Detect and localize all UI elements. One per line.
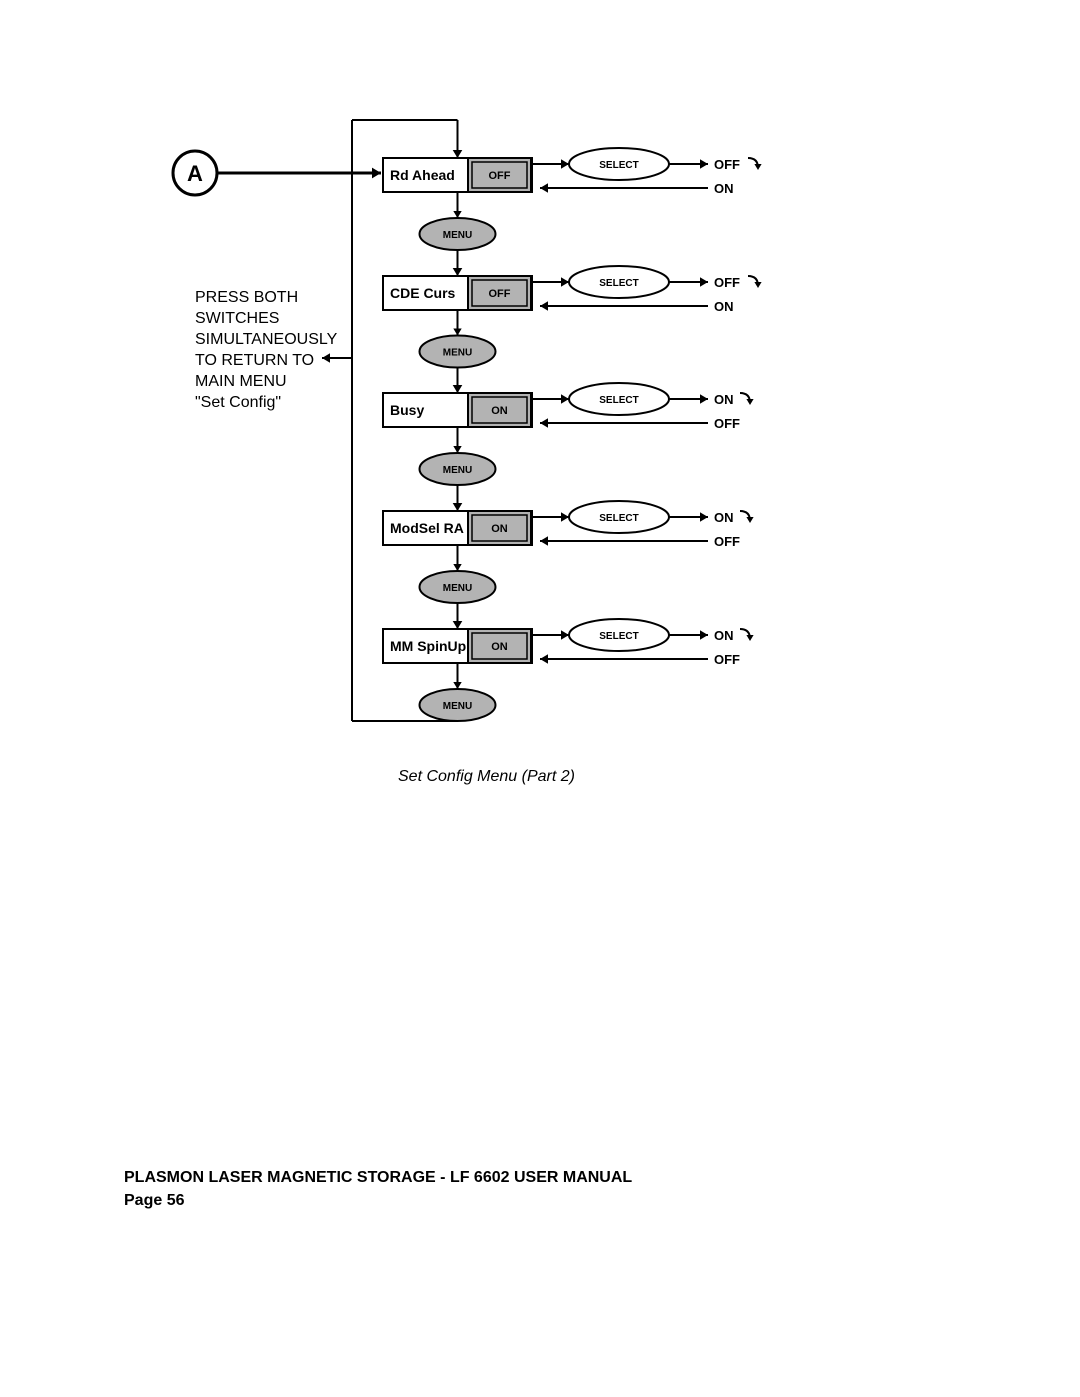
side-note-line: "Set Config"	[195, 394, 281, 411]
state-text: ON	[491, 523, 508, 535]
menu-oval-label: MENU	[443, 230, 472, 241]
toggle-top: OFF	[714, 157, 740, 172]
menu-label: Busy	[390, 402, 424, 418]
select-label: SELECT	[599, 513, 638, 524]
state-text: OFF	[489, 170, 511, 182]
menu-label: MM SpinUp	[390, 638, 466, 654]
config-item: CDE Curs OFF SELECT OFF ON MENU	[383, 266, 762, 393]
toggle-top: ON	[714, 510, 734, 525]
menu-label: CDE Curs	[390, 285, 456, 301]
toggle-top: ON	[714, 392, 734, 407]
menu-oval-label: MENU	[443, 583, 472, 594]
side-note-line: MAIN MENU	[195, 373, 287, 390]
select-label: SELECT	[599, 278, 638, 289]
connector-a: A	[173, 151, 381, 195]
menu-label: ModSel RA	[390, 520, 464, 536]
side-note-line: SIMULTANEOUSLY	[195, 331, 338, 348]
side-note: PRESS BOTH SWITCHES SIMULTANEOUSLY TO RETUR…	[195, 289, 352, 411]
menu-label: Rd Ahead	[390, 167, 455, 183]
config-item: Rd Ahead OFF SELECT OFF ON MENU	[383, 148, 762, 276]
connector-label: A	[187, 161, 203, 186]
menu-oval-label: MENU	[443, 348, 472, 359]
figure-caption: Set Config Menu (Part 2)	[398, 768, 575, 785]
side-note-line: TO RETURN TO	[195, 352, 314, 369]
select-label: SELECT	[599, 631, 638, 642]
toggle-top: OFF	[714, 275, 740, 290]
config-item: ModSel RA ON SELECT ON OFF MENU	[383, 501, 754, 629]
footer-line-2: Page 56	[124, 1192, 185, 1209]
menu-oval-label: MENU	[443, 701, 472, 712]
toggle-bot: OFF	[714, 534, 740, 549]
select-label: SELECT	[599, 395, 638, 406]
side-note-line: PRESS BOTH	[195, 289, 298, 306]
footer-line-1: PLASMON LASER MAGNETIC STORAGE - LF 6602…	[124, 1169, 632, 1186]
state-text: ON	[491, 405, 508, 417]
toggle-bot: OFF	[714, 652, 740, 667]
select-label: SELECT	[599, 160, 638, 171]
toggle-top: ON	[714, 628, 734, 643]
toggle-bot: ON	[714, 299, 734, 314]
config-item: Busy ON SELECT ON OFF MENU	[383, 383, 754, 511]
state-text: OFF	[489, 288, 511, 300]
toggle-bot: OFF	[714, 416, 740, 431]
toggle-bot: ON	[714, 181, 734, 196]
side-note-line: SWITCHES	[195, 310, 279, 327]
state-text: ON	[491, 641, 508, 653]
menu-oval-label: MENU	[443, 465, 472, 476]
flowchart: Rd Ahead OFF SELECT OFF ON MENU CDE Curs OFF SEL…	[0, 0, 1080, 1397]
config-item: MM SpinUp ON SELECT ON OFF MENU	[383, 619, 754, 721]
